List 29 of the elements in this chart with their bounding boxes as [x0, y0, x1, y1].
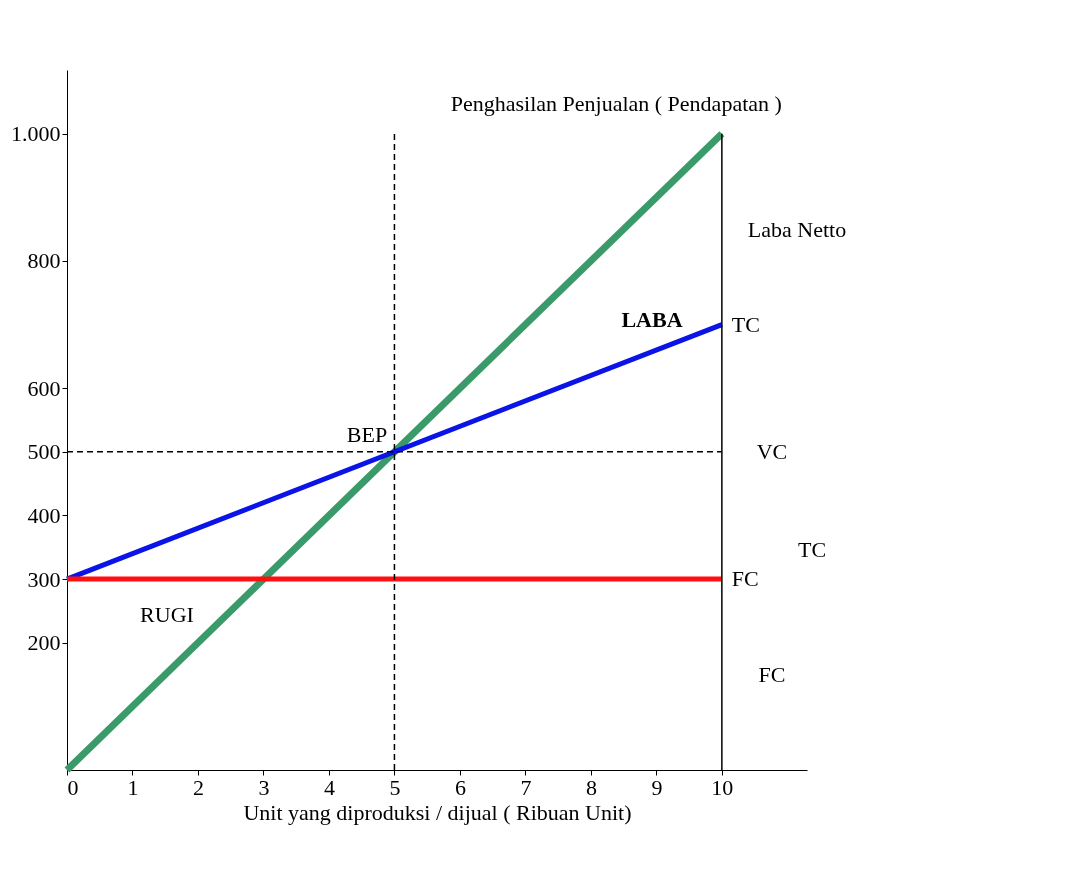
x-tick-label: 4 [323, 774, 335, 800]
x-tick-label: 3 [258, 774, 270, 800]
x-axis-title: Unit yang diproduksi / dijual ( Ribuan Unit) [243, 799, 632, 825]
y-tick-label: 200 [27, 630, 61, 656]
annotation: Laba Netto [747, 217, 847, 242]
annotation: LABA [621, 307, 683, 332]
y-tick-label: 400 [27, 502, 61, 528]
annotation: VC [756, 439, 788, 464]
x-tick-label: 10 [711, 774, 734, 800]
y-tick-label: 1.000 [11, 121, 61, 147]
y-tick-label: 600 [27, 375, 61, 401]
x-tick-label: 0 [67, 774, 79, 800]
annotation: FC [758, 662, 786, 687]
text: Penghasilan Penjualan ( Pendapatan ) [450, 90, 782, 116]
series-label: FC [731, 566, 759, 592]
x-tick-label: 2 [192, 774, 204, 800]
annotation: BEP [346, 422, 388, 447]
x-tick-label: 1 [127, 774, 139, 800]
y-tick-label: 300 [27, 566, 61, 592]
annotation: TC [797, 537, 827, 562]
y-tick-label: 800 [27, 248, 61, 274]
series-label: TC [731, 311, 760, 337]
x-tick-label: 8 [585, 774, 597, 800]
x-tick-label: 7 [520, 774, 532, 800]
annotation: RUGI [140, 602, 194, 627]
x-tick-label: 9 [651, 774, 663, 800]
y-tick-label: 500 [27, 439, 61, 465]
x-tick-label: 5 [389, 774, 401, 800]
x-tick-label: 6 [454, 774, 466, 800]
